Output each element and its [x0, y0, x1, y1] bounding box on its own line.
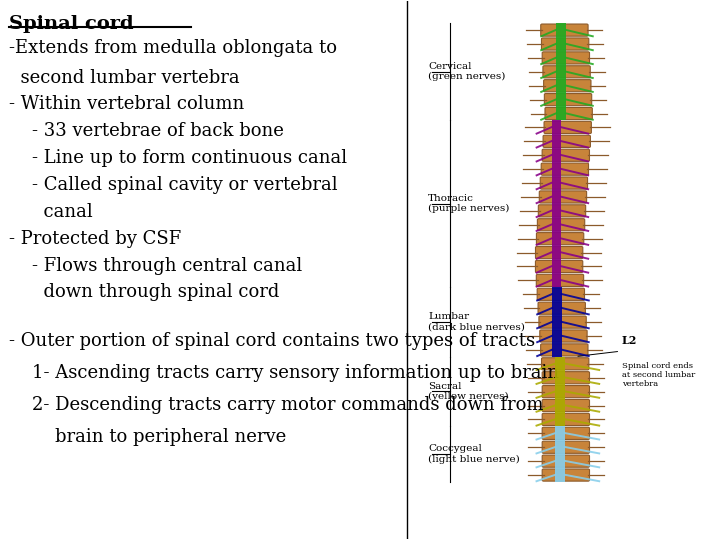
Text: down through spinal cord: down through spinal cord — [9, 284, 279, 301]
FancyBboxPatch shape — [537, 288, 585, 300]
Bar — [555, 356, 564, 426]
FancyBboxPatch shape — [544, 93, 592, 106]
FancyBboxPatch shape — [541, 163, 588, 176]
Text: 2- Descending tracts carry motor commands down from: 2- Descending tracts carry motor command… — [9, 396, 543, 414]
FancyBboxPatch shape — [541, 344, 588, 356]
Text: - Outer portion of spinal cord contains two types of tracts: - Outer portion of spinal cord contains … — [9, 332, 535, 350]
Text: L2: L2 — [622, 335, 637, 346]
Text: - Flows through central canal: - Flows through central canal — [9, 256, 302, 274]
Text: Lumbar
(dark blue nerves): Lumbar (dark blue nerves) — [428, 312, 525, 332]
Text: - Protected by CSF: - Protected by CSF — [9, 230, 181, 248]
Bar — [556, 23, 565, 120]
FancyBboxPatch shape — [537, 219, 585, 231]
Bar — [555, 426, 564, 482]
FancyBboxPatch shape — [542, 52, 590, 64]
FancyBboxPatch shape — [541, 24, 588, 36]
FancyBboxPatch shape — [542, 372, 590, 384]
FancyBboxPatch shape — [536, 233, 584, 245]
FancyBboxPatch shape — [542, 427, 590, 440]
Text: Sacral
(yellow nerves): Sacral (yellow nerves) — [428, 382, 509, 401]
FancyBboxPatch shape — [536, 274, 584, 287]
Bar — [552, 287, 562, 356]
Text: Spinal cord ends
at second lumbar
vertebra: Spinal cord ends at second lumbar verteb… — [622, 362, 695, 388]
Text: Spinal cord: Spinal cord — [9, 15, 133, 33]
FancyBboxPatch shape — [541, 357, 589, 370]
Text: - Called spinal cavity or vertebral: - Called spinal cavity or vertebral — [9, 176, 337, 194]
FancyBboxPatch shape — [543, 135, 590, 147]
FancyBboxPatch shape — [541, 38, 589, 50]
FancyBboxPatch shape — [540, 177, 588, 189]
Text: 1- Ascending tracts carry sensory information up to brain: 1- Ascending tracts carry sensory inform… — [9, 364, 559, 382]
FancyBboxPatch shape — [538, 302, 585, 314]
Text: - 33 vertebrae of back bone: - 33 vertebrae of back bone — [9, 122, 284, 140]
FancyBboxPatch shape — [536, 260, 582, 273]
Text: - Within vertebral column: - Within vertebral column — [9, 96, 244, 113]
Bar — [552, 120, 561, 287]
FancyBboxPatch shape — [540, 330, 587, 342]
FancyBboxPatch shape — [542, 386, 590, 397]
Text: canal: canal — [9, 203, 92, 221]
Text: Thoracic
(purple nerves): Thoracic (purple nerves) — [428, 194, 510, 213]
FancyBboxPatch shape — [545, 107, 593, 120]
FancyBboxPatch shape — [542, 469, 590, 481]
Text: Cervical
(green nerves): Cervical (green nerves) — [428, 62, 505, 82]
FancyBboxPatch shape — [536, 246, 582, 259]
Text: Coccygeal
(light blue nerve): Coccygeal (light blue nerve) — [428, 444, 520, 464]
FancyBboxPatch shape — [539, 205, 585, 217]
FancyBboxPatch shape — [542, 413, 590, 426]
FancyBboxPatch shape — [542, 149, 590, 161]
FancyBboxPatch shape — [542, 441, 590, 453]
Text: second lumbar vertebra: second lumbar vertebra — [9, 69, 239, 86]
FancyBboxPatch shape — [544, 79, 591, 92]
Text: - Line up to form continuous canal: - Line up to form continuous canal — [9, 149, 347, 167]
FancyBboxPatch shape — [539, 316, 586, 328]
FancyBboxPatch shape — [542, 455, 590, 467]
FancyBboxPatch shape — [543, 66, 590, 78]
FancyBboxPatch shape — [542, 400, 590, 411]
FancyBboxPatch shape — [539, 191, 587, 203]
FancyBboxPatch shape — [544, 122, 591, 133]
Text: brain to peripheral nerve: brain to peripheral nerve — [9, 428, 286, 447]
Text: -Extends from medulla oblongata to: -Extends from medulla oblongata to — [9, 39, 336, 57]
